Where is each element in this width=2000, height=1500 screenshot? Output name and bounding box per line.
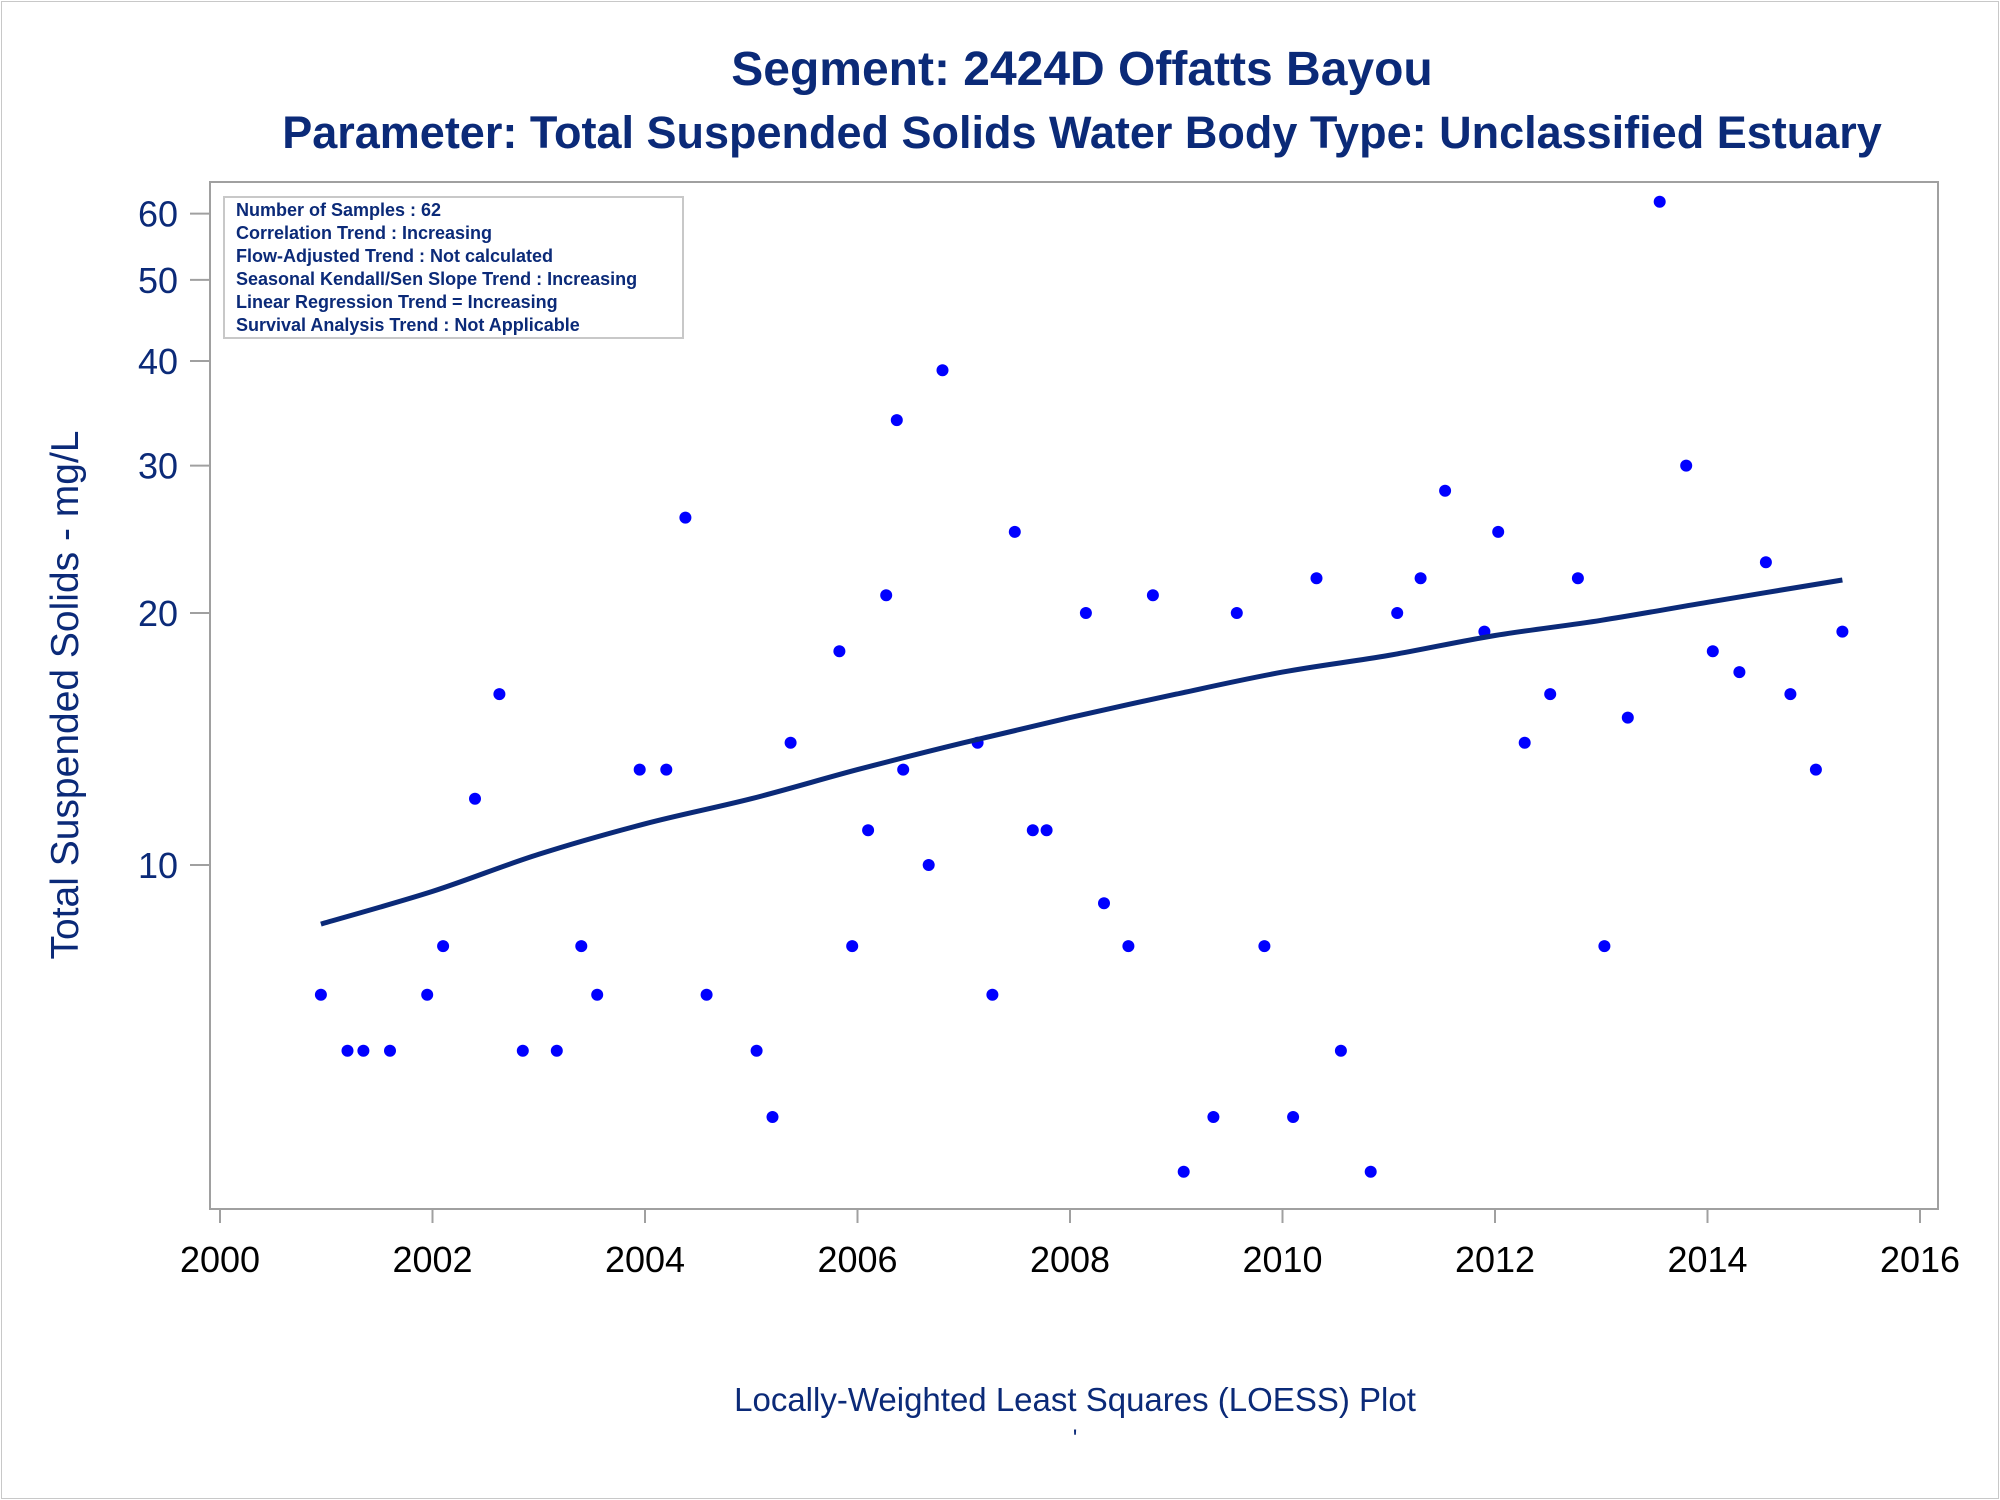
data-point: [1836, 625, 1849, 638]
loess-trend-line: [320, 577, 1843, 927]
x-tick-label: 2002: [392, 1239, 472, 1280]
data-point: [341, 1044, 354, 1057]
data-point: [1784, 688, 1797, 701]
data-point: [890, 414, 903, 427]
data-point: [1414, 572, 1427, 585]
y-axis: 10 20 30 40 50 60: [138, 194, 210, 886]
data-point: [1809, 763, 1822, 776]
data-point: [1098, 897, 1110, 910]
data-point: [550, 1044, 563, 1057]
data-point: [493, 688, 506, 701]
data-point: [1177, 1165, 1190, 1178]
data-point: [1518, 736, 1531, 749]
data-point: [384, 1044, 396, 1057]
x-tick-label: 2012: [1455, 1239, 1535, 1280]
data-point: [1258, 940, 1271, 953]
data-point: [469, 792, 481, 805]
data-point: [1598, 940, 1611, 953]
data-point: [880, 589, 893, 602]
x-axis: 2000 2002 2004 2006 2008 2010 2012 2014 2016: [180, 1209, 1960, 1280]
data-point: [936, 364, 949, 377]
data-point: [1759, 556, 1772, 569]
stats-line-samples: Number of Samples : 62: [236, 200, 441, 220]
stats-line-correlation: Correlation Trend : Increasing: [236, 223, 492, 243]
x-tick-label: 2014: [1667, 1239, 1747, 1280]
y-tick-label: 40: [138, 341, 178, 382]
data-point: [1706, 645, 1719, 658]
chart-title: Segment: 2424D Offatts Bayou: [731, 43, 1433, 96]
data-point: [1334, 1044, 1347, 1057]
data-point: [1079, 607, 1092, 619]
data-point: [357, 1044, 370, 1057]
data-point: [784, 736, 797, 749]
data-point: [1621, 711, 1634, 724]
chart-subtitle: Parameter: Total Suspended Solids Water …: [282, 107, 1882, 158]
data-point: [679, 511, 692, 524]
x-tick-label: 2010: [1242, 1239, 1322, 1280]
data-point: [1008, 525, 1021, 538]
data-point: [1653, 195, 1666, 208]
data-point: [922, 859, 935, 871]
data-point: [766, 1111, 779, 1123]
data-point: [660, 763, 673, 776]
data-point: [1230, 607, 1243, 619]
data-point: [314, 988, 327, 1001]
y-tick-label: 30: [138, 446, 178, 487]
x-axis-label: Locally-Weighted Least Squares (LOESS) P…: [734, 1381, 1416, 1418]
data-point: [633, 763, 646, 776]
y-tick-label: 50: [138, 260, 178, 301]
data-point: [1571, 572, 1584, 585]
x-tick-label: 2016: [1880, 1239, 1960, 1280]
stats-line-linear-regression: Linear Regression Trend = Increasing: [236, 292, 558, 312]
stats-box-border: [223, 196, 684, 339]
data-point: [833, 645, 846, 658]
data-series: [314, 195, 1849, 1178]
data-point: [1146, 589, 1159, 602]
plot-area: [209, 181, 1939, 1210]
data-point: [846, 940, 859, 953]
data-point: [1439, 484, 1452, 497]
stats-line-seasonal-kendall: Seasonal Kendall/Sen Slope Trend : Incre…: [236, 269, 637, 289]
x-tick-label: 2006: [817, 1239, 897, 1280]
data-point: [897, 763, 910, 776]
y-axis-label: Total Suspended Solids - mg/L: [44, 431, 87, 960]
data-point: [591, 988, 604, 1001]
stats-line-flow-adjusted: Flow-Adjusted Trend : Not calculated: [236, 246, 553, 266]
data-point: [437, 940, 450, 953]
data-point: [862, 824, 875, 837]
data-point: [1207, 1111, 1220, 1123]
data-point: [986, 988, 999, 1001]
x-tick-label: 2004: [605, 1239, 685, 1280]
y-tick-label: 20: [138, 593, 178, 634]
data-point: [575, 940, 588, 953]
data-point: [516, 1044, 529, 1057]
x-tick-label: 2000: [180, 1239, 260, 1280]
data-point: [1287, 1111, 1300, 1123]
data-point: [1122, 940, 1135, 953]
data-point: [750, 1044, 763, 1057]
data-point: [1733, 666, 1746, 679]
y-tick-label: 60: [138, 194, 178, 235]
data-point: [1026, 824, 1039, 837]
data-point: [1364, 1165, 1377, 1178]
stats-line-survival: Survival Analysis Trend : Not Applicable: [236, 315, 580, 335]
footnote-mark: ': [1073, 1425, 1078, 1452]
data-point: [1040, 824, 1053, 837]
data-point: [1492, 525, 1505, 538]
data-point: [1310, 572, 1323, 585]
data-point: [421, 988, 434, 1001]
y-tick-label: 10: [138, 845, 178, 886]
data-point: [1544, 688, 1557, 701]
data-point: [1391, 607, 1404, 619]
data-point: [700, 988, 713, 1001]
data-point: [1680, 459, 1693, 472]
stats-box: Number of Samples : 62 Correlation Trend…: [223, 196, 684, 339]
x-tick-label: 2008: [1030, 1239, 1110, 1280]
